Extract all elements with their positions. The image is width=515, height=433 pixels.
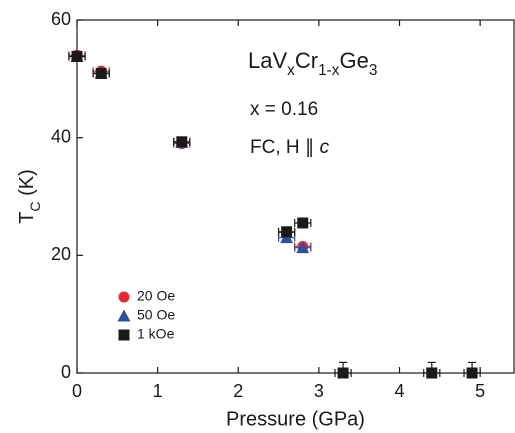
y-axis-label-part: (K) <box>16 169 38 201</box>
annotation-part: FC, H ∥ <box>250 137 320 158</box>
x-axis-label: Pressure (GPa) <box>226 408 365 430</box>
annotation-part: Ge <box>339 48 368 73</box>
annotation: FC, H ∥ c <box>250 137 330 158</box>
data-point <box>296 241 310 254</box>
plot-frame <box>76 19 515 374</box>
annotation-part: 3 <box>369 62 378 79</box>
x-tick-label: 1 <box>153 381 163 401</box>
data-point <box>297 217 309 229</box>
x-tick-label: 4 <box>395 381 405 401</box>
data-point <box>95 68 107 80</box>
data-point <box>337 367 349 379</box>
annotation-part: Cr <box>295 48 318 73</box>
data-point <box>176 136 188 148</box>
x-tick-label: 2 <box>233 381 243 401</box>
y-axis-label-part: T <box>16 212 38 224</box>
y-axis-label-part: C <box>27 201 43 211</box>
x-tick-label: 3 <box>314 381 324 401</box>
data-point <box>281 226 293 238</box>
data-point <box>71 50 83 62</box>
legend-label: 1 kOe <box>137 326 175 342</box>
x-tick-label: 5 <box>475 381 485 401</box>
annotation-part: LaV <box>248 48 287 73</box>
y-tick-label: 60 <box>51 9 71 29</box>
y-axis-label: TC (K) <box>16 169 42 224</box>
legend-marker <box>118 291 130 303</box>
legend-marker <box>117 309 131 322</box>
legend-label: 20 Oe <box>137 288 175 304</box>
y-tick-label: 20 <box>51 244 71 264</box>
y-tick-label: 0 <box>61 362 71 382</box>
x-tick-label: 0 <box>72 381 82 401</box>
annotation-part: x <box>287 62 295 79</box>
legend-marker <box>118 329 130 341</box>
annotation-part: 1-x <box>318 62 340 79</box>
legend-label: 50 Oe <box>137 307 175 323</box>
data-point <box>426 367 438 379</box>
data-point <box>466 367 478 379</box>
annotation: LaVxCr1-xGe3 <box>248 48 377 79</box>
annotation: x = 0.16 <box>250 99 318 120</box>
annotation-part: x = 0.16 <box>250 99 318 120</box>
annotation-part: c <box>320 137 330 158</box>
y-tick-label: 40 <box>51 126 71 146</box>
